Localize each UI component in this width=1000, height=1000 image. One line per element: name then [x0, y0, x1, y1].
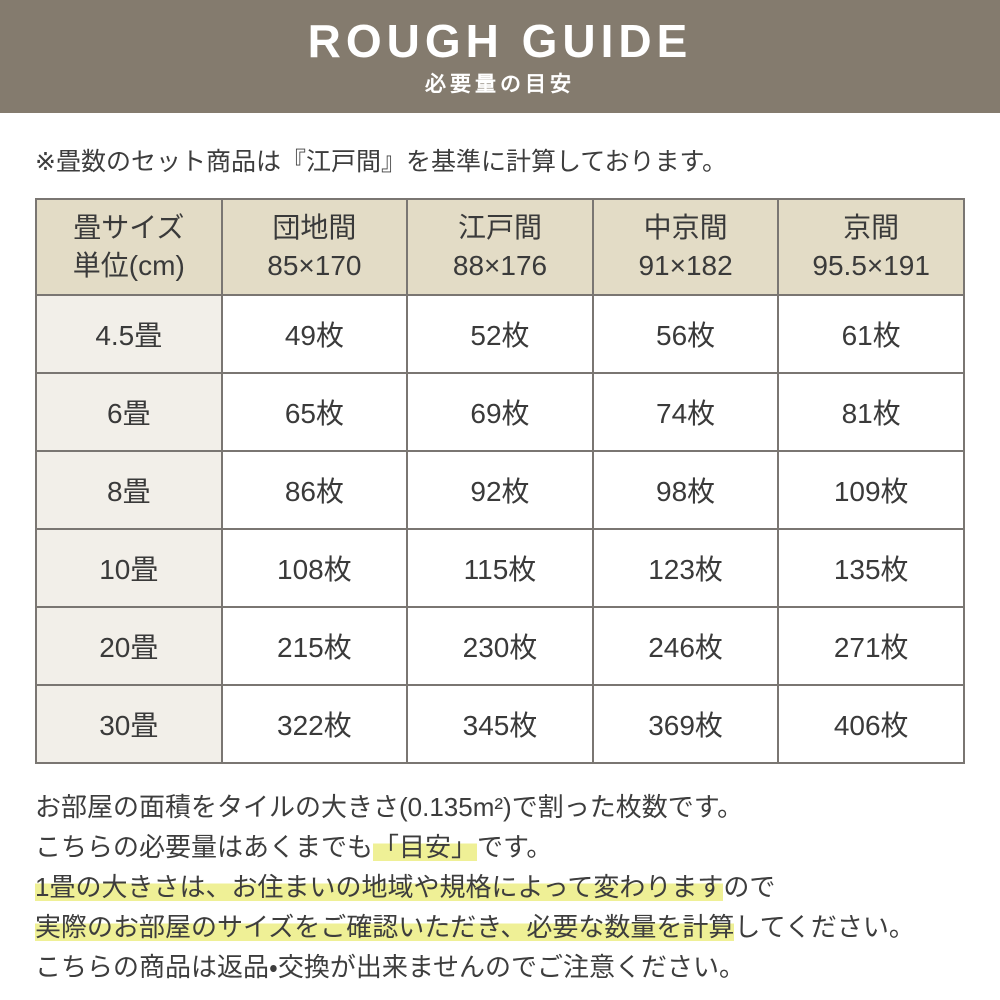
quantity-cell: 69枚	[406, 372, 594, 452]
corner-header-cell: 畳サイズ単位(cm)	[35, 198, 223, 296]
highlighted-text: 1畳の大きさは、お住まいの地域や規格によって変わります	[35, 872, 724, 902]
highlighted-text: 「目安」	[373, 832, 478, 862]
quantity-cell: 49枚	[220, 294, 409, 374]
row-label-cell: 20畳	[35, 606, 223, 686]
quantity-cell: 109枚	[777, 450, 965, 530]
row-label-cell: 4.5畳	[35, 294, 223, 374]
quantity-cell: 135枚	[777, 528, 965, 608]
column-header-line: 京間	[843, 212, 900, 244]
quantity-cell: 98枚	[591, 450, 780, 530]
column-header-line: 江戸間	[457, 212, 542, 244]
quantity-cell: 81枚	[777, 372, 965, 452]
table-body: 4.5畳 49枚 52枚 56枚 61枚 6畳 65枚 69枚 74枚 81枚 8畳 86枚 92枚 98…	[35, 294, 965, 764]
quantity-cell: 74枚	[591, 372, 780, 452]
column-header-line: 95.5×191	[812, 250, 930, 281]
table-row: 8畳 86枚 92枚 98枚 109枚	[35, 450, 965, 530]
quantity-cell: 369枚	[591, 684, 780, 764]
row-label-cell: 6畳	[35, 372, 223, 452]
table-row: 30畳 322枚 345枚 369枚 406枚	[35, 684, 965, 764]
quantity-cell: 406枚	[777, 684, 965, 764]
table-row: 20畳 215枚 230枚 246枚 271枚	[35, 606, 965, 686]
header-banner: ROUGH GUIDE 必要量の目安	[0, 0, 1000, 113]
table-header: 畳サイズ単位(cm) 団地間 85×170 江戸間 88×176 中京間 91×182 京間 9…	[35, 198, 965, 296]
footer-text: こちらの必要量はあくまでも	[35, 832, 374, 862]
row-label-cell: 30畳	[35, 684, 223, 764]
quantity-cell: 123枚	[591, 528, 780, 608]
quantity-cell: 92枚	[406, 450, 594, 530]
row-label-cell: 10畳	[35, 528, 223, 608]
column-header-line: 88×176	[452, 250, 548, 281]
footer-text: です。	[477, 832, 553, 862]
quantity-cell: 86枚	[220, 450, 409, 530]
footer-line: こちらの商品は返品・交換が出来ませんのでご注意ください。	[35, 947, 965, 987]
quantity-cell: 108枚	[220, 528, 409, 608]
column-header-line: 中京間	[643, 212, 728, 244]
quantity-cell: 56枚	[591, 294, 780, 374]
footer-line: お部屋の面積をタイルの大きさ(0.135m²)で割った枚数です。	[35, 787, 965, 827]
footer-text: してください。	[734, 912, 915, 942]
quantity-cell: 246枚	[591, 606, 780, 686]
corner-header-line: 畳サイズ	[73, 212, 185, 244]
quantity-cell: 61枚	[777, 294, 965, 374]
column-header-cell: 団地間 85×170	[220, 198, 409, 296]
page-title: ROUGH GUIDE	[307, 15, 693, 67]
footer-text: ので	[723, 872, 776, 902]
table-header-row: 畳サイズ単位(cm) 団地間 85×170 江戸間 88×176 中京間 91×182 京間 9…	[35, 198, 965, 296]
footer-line: 1畳の大きさは、お住まいの地域や規格によって変わりますので	[35, 867, 965, 907]
footer-text: お部屋の面積をタイルの大きさ(0.135m²)で割った枚数です。	[35, 792, 744, 822]
row-label-cell: 8畳	[35, 450, 223, 530]
note-text: ※畳数のセット商品は『江戸間』を基準に計算しております。	[35, 148, 727, 176]
footer-text: こちらの商品は返品・交換が出来ませんのでご注意ください。	[35, 952, 746, 982]
page-subtitle: 必要量の目安	[425, 73, 575, 96]
quantity-cell: 52枚	[406, 294, 594, 374]
column-header-line: 91×182	[638, 250, 733, 281]
corner-header-line: 単位(cm)	[72, 250, 185, 281]
quantity-cell: 65枚	[220, 372, 409, 452]
quantity-cell: 215枚	[220, 606, 409, 686]
quantity-cell: 345枚	[406, 684, 594, 764]
quantity-cell: 115枚	[406, 528, 594, 608]
column-header-cell: 中京間 91×182	[591, 198, 780, 296]
table-row: 4.5畳 49枚 52枚 56枚 61枚	[35, 294, 965, 374]
quantity-guide-table: 畳サイズ単位(cm) 団地間 85×170 江戸間 88×176 中京間 91×182 京間 9…	[35, 198, 965, 764]
column-header-cell: 京間 95.5×191	[777, 198, 965, 296]
table-row: 6畳 65枚 69枚 74枚 81枚	[35, 372, 965, 452]
footer-notes: お部屋の面積をタイルの大きさ(0.135m²)で割った枚数です。 こちらの必要量は…	[35, 787, 965, 987]
footer-line: 実際のお部屋のサイズをご確認いただき、必要な数量を計算してください。	[35, 907, 965, 947]
column-header-line: 団地間	[272, 212, 357, 244]
footer-line: こちらの必要量はあくまでも「目安」です。	[35, 827, 965, 867]
quantity-cell: 271枚	[777, 606, 965, 686]
quantity-cell: 230枚	[406, 606, 594, 686]
table-row: 10畳 108枚 115枚 123枚 135枚	[35, 528, 965, 608]
column-header-cell: 江戸間 88×176	[406, 198, 594, 296]
quantity-cell: 322枚	[220, 684, 409, 764]
column-header-line: 85×170	[267, 250, 362, 281]
highlighted-text: 実際のお部屋のサイズをご確認いただき、必要な数量を計算	[35, 912, 735, 942]
